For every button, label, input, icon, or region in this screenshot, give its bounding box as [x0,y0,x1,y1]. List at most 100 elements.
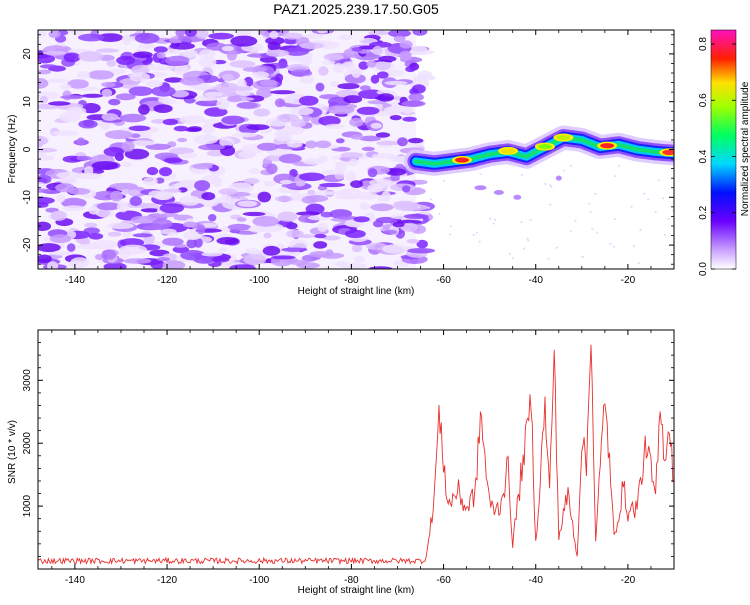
faint-dot [596,231,599,234]
noise-blob [101,88,113,98]
x-tick-label: -60 [436,575,451,586]
noise-blob [345,171,357,182]
noise-blob [288,259,309,266]
noise-blob [230,35,258,47]
noise-blob [138,43,155,50]
noise-blob [132,233,153,238]
noise-blob [195,30,209,40]
noise-blob [152,212,179,218]
faint-dot [637,262,641,265]
noise-blob [180,250,206,261]
noise-blob [48,101,71,106]
noise-blob [226,49,237,61]
noise-blob [39,64,58,69]
noise-blob [204,91,223,97]
noise-blob [208,32,234,40]
noise-blob [382,244,407,254]
noise-blob [279,179,293,185]
noise-blob [371,153,396,159]
faint-dot [613,175,617,178]
noise-blob [314,234,327,239]
noise-blob [192,163,213,170]
noise-blob [211,256,230,263]
noise-blob [130,215,157,224]
noise-blob [59,177,78,184]
snr-series-line [38,344,674,566]
noise-blob [204,107,228,117]
noise-blob [341,61,356,70]
noise-blob [274,98,285,108]
noise-blob [184,30,197,37]
noise-blob [116,201,129,213]
noise-blob [246,124,270,131]
noise-blob [163,157,183,164]
noise-blob [356,106,380,115]
noise-blob [179,77,204,86]
noise-blob [160,228,177,235]
noise-blob [62,205,85,212]
noise-blob [286,229,304,238]
ridge-side-blob [555,175,562,181]
noise-blob [260,79,277,87]
noise-blob [257,142,279,151]
noise-blob [153,46,168,53]
x-tick-label: -80 [344,275,359,286]
noise-blob [177,137,188,143]
noise-blob [325,123,345,129]
noise-blob [248,168,260,174]
noise-blob [120,238,145,248]
noise-blob [370,74,380,84]
noise-blob [153,104,173,113]
faint-dot [563,169,566,172]
faint-dot [630,205,633,208]
x-tick-label: -100 [249,575,269,586]
noise-blob [87,70,114,80]
noise-blob [198,144,226,151]
noise-blob [49,251,75,256]
faint-dot [448,233,452,236]
noise-blob [283,47,309,56]
noise-blob [91,161,119,170]
noise-blob [236,217,247,222]
noise-blob [203,119,219,124]
noise-blob [351,69,361,78]
noise-blob [377,93,395,102]
noise-blob [61,197,87,208]
snr-ylabel: SNR (10 * v/v) [7,420,18,484]
noise-blob [400,222,419,232]
spectrogram-heatmap [38,30,674,269]
noise-blob [237,200,258,207]
noise-blob [419,209,431,216]
noise-blob [253,108,271,117]
noise-blob [361,146,375,152]
noise-blob [101,113,119,121]
noise-blob [302,114,311,123]
y-tick-label: 20 [22,48,33,60]
faint-dot [527,239,530,242]
noise-blob [275,73,284,83]
noise-blob [118,248,130,260]
noise-blob [193,134,219,145]
noise-blob [282,32,303,40]
noise-blob [38,77,49,89]
noise-blob [412,30,428,36]
noise-blob [103,147,125,157]
noise-blob [314,191,338,196]
noise-blob [119,113,147,123]
noise-blob [259,56,278,63]
noise-blob [406,239,420,244]
noise-blob [340,152,364,159]
noise-blob [409,88,419,95]
x-tick-label: -40 [529,275,544,286]
noise-blob [180,152,198,159]
noise-blob [399,40,413,49]
faint-dot [520,174,524,176]
noise-blob [187,126,202,132]
noise-blob [66,243,76,252]
noise-blob [318,115,341,126]
noise-blob [367,168,378,178]
colorbar-tick-label: 0.6 [698,93,709,107]
noise-blob [229,264,256,269]
noise-blob [274,132,292,142]
noise-blob [194,180,211,191]
